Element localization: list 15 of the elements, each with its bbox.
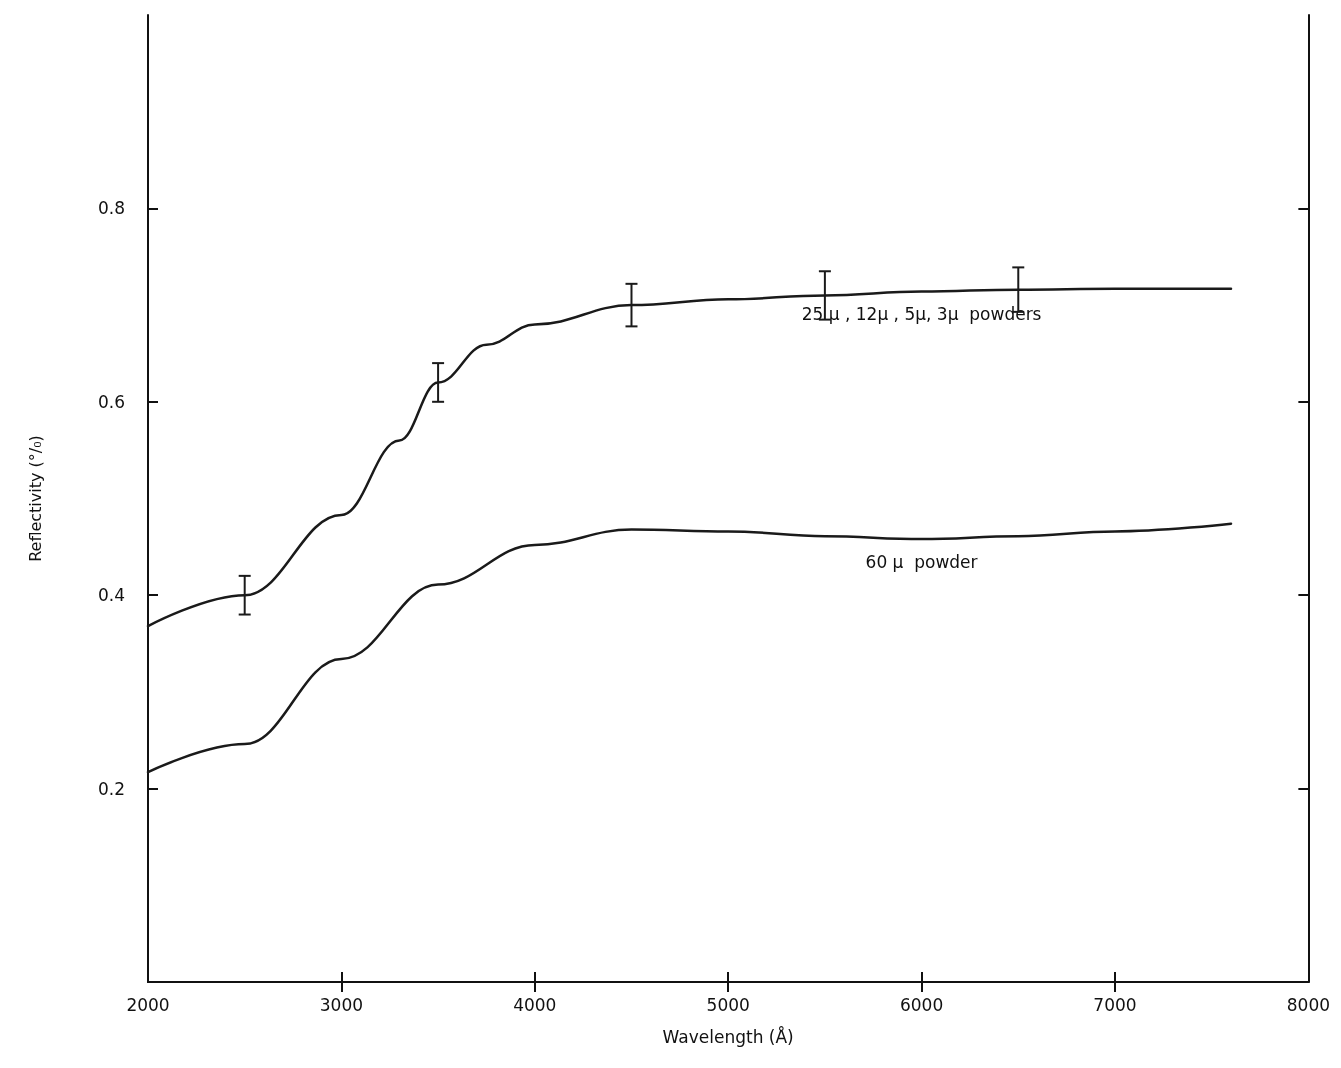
y-tick-label: 0.4 [98,585,126,606]
y-tick-label: 0.2 [98,778,126,799]
x-tick-label: 2000 [126,994,170,1015]
x-tick-label: 3000 [319,994,364,1015]
x-tick-label: 8000 [1286,994,1330,1015]
series-label: 25 μ , 12μ , 5μ, 3μ powders [801,304,1042,325]
x-tick-label: 7000 [1093,994,1137,1015]
x-tick-label: 5000 [706,994,750,1015]
y-tick-label: 0.8 [98,198,126,219]
y-axis-title: Reflectivity (°/₀) [25,435,45,562]
x-tick-label: 6000 [899,994,944,1015]
series-label: 60 μ powder [865,551,978,572]
y-tick-label: 0.6 [98,391,126,412]
x-tick-label: 4000 [513,994,557,1015]
x-axis-title: Wavelength (Å) [662,1025,794,1047]
